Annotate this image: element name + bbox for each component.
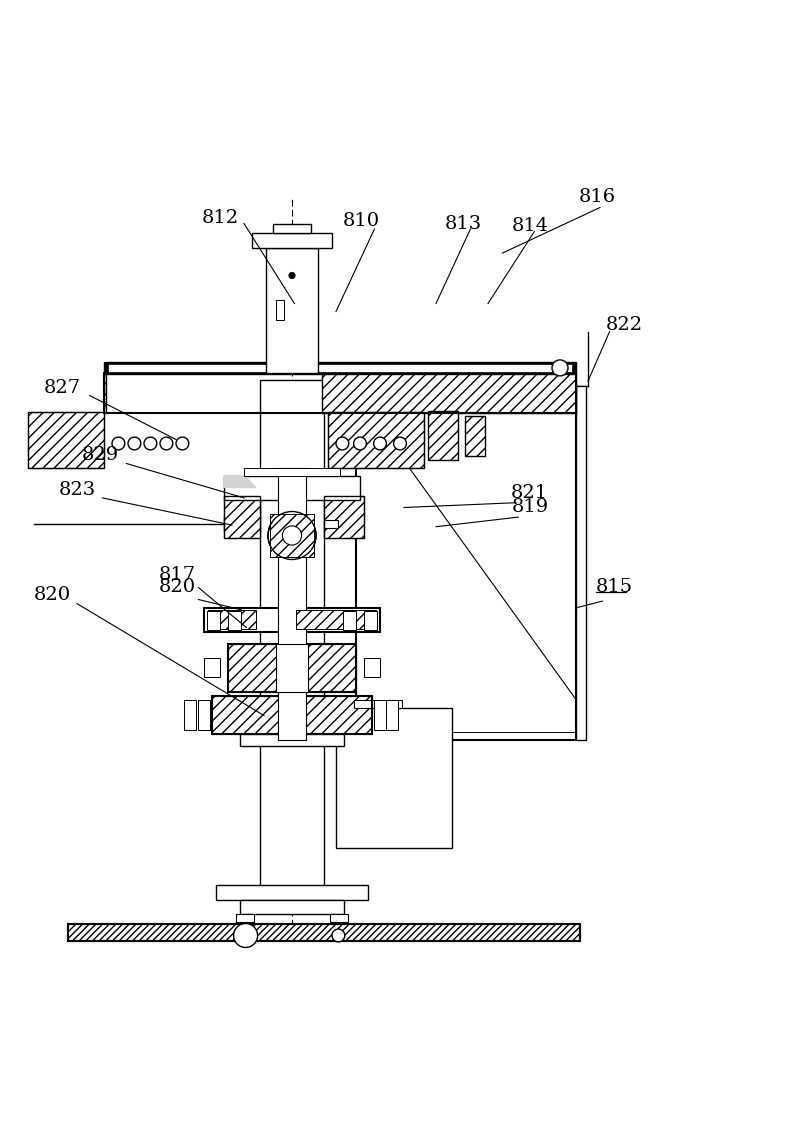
Bar [216,885,368,899]
Text: 814: 814 [512,216,549,234]
Circle shape [394,437,406,450]
Bar [384,700,402,708]
Bar [324,496,364,538]
Text: 816: 816 [579,188,616,206]
Bar [198,700,210,730]
Bar [276,300,284,319]
Circle shape [176,437,189,450]
Circle shape [354,437,366,450]
Text: 827: 827 [44,379,81,397]
Bar [270,514,314,557]
Bar [204,658,220,677]
Bar [296,610,376,629]
Bar [252,233,332,248]
Bar [204,607,380,631]
Bar [278,468,306,739]
Bar [328,411,424,468]
Bar [266,248,318,373]
Bar [374,700,386,730]
Bar [104,373,106,414]
Circle shape [374,437,386,450]
Circle shape [289,273,295,278]
Bar [212,695,372,734]
Bar [28,411,104,468]
Text: 813: 813 [445,214,482,232]
Circle shape [336,437,349,450]
Bar [364,611,377,630]
Polygon shape [224,476,256,488]
Text: 812: 812 [202,208,238,227]
Bar [322,373,576,414]
Bar [228,644,356,692]
Text: 822: 822 [606,316,642,334]
Bar [212,695,372,734]
Bar [336,708,452,848]
Text: 819: 819 [512,498,550,516]
Text: 817: 817 [158,567,195,585]
Bar [343,611,356,630]
Bar [330,914,348,922]
Bar [104,373,576,414]
Bar [228,644,356,692]
Bar [428,411,458,460]
Text: 815: 815 [596,578,633,596]
Bar [354,700,374,708]
Bar [184,700,196,730]
Bar [240,734,344,746]
Bar [465,416,485,455]
Bar [224,496,260,538]
Bar [240,899,344,914]
Bar [386,700,398,730]
Bar [224,496,260,538]
Bar [465,416,485,455]
Bar [270,514,314,557]
Text: 820: 820 [158,578,195,596]
Circle shape [234,923,258,948]
Bar [576,385,586,739]
Bar [328,411,424,468]
Text: 821: 821 [510,485,547,503]
Bar [273,223,311,233]
Bar [276,644,308,692]
Bar [236,914,254,922]
Bar [260,380,324,891]
Text: 820: 820 [34,586,70,604]
Circle shape [112,437,125,450]
Circle shape [552,360,568,376]
Bar [224,476,360,499]
Circle shape [160,437,173,450]
Bar [68,923,580,941]
Bar [228,611,241,630]
Bar [428,411,458,460]
Bar [364,658,380,677]
Text: 823: 823 [58,481,96,499]
Text: 829: 829 [82,446,119,464]
Circle shape [268,512,316,559]
Bar [104,362,576,374]
Text: 810: 810 [342,212,379,230]
Bar [108,364,572,372]
Bar [324,520,338,527]
Circle shape [282,526,302,545]
Bar [207,611,220,630]
Bar [244,468,340,476]
Bar [324,496,364,538]
Bar [208,610,256,629]
Circle shape [332,929,345,942]
Bar [28,411,104,468]
Bar [68,923,580,941]
Circle shape [128,437,141,450]
Circle shape [144,437,157,450]
